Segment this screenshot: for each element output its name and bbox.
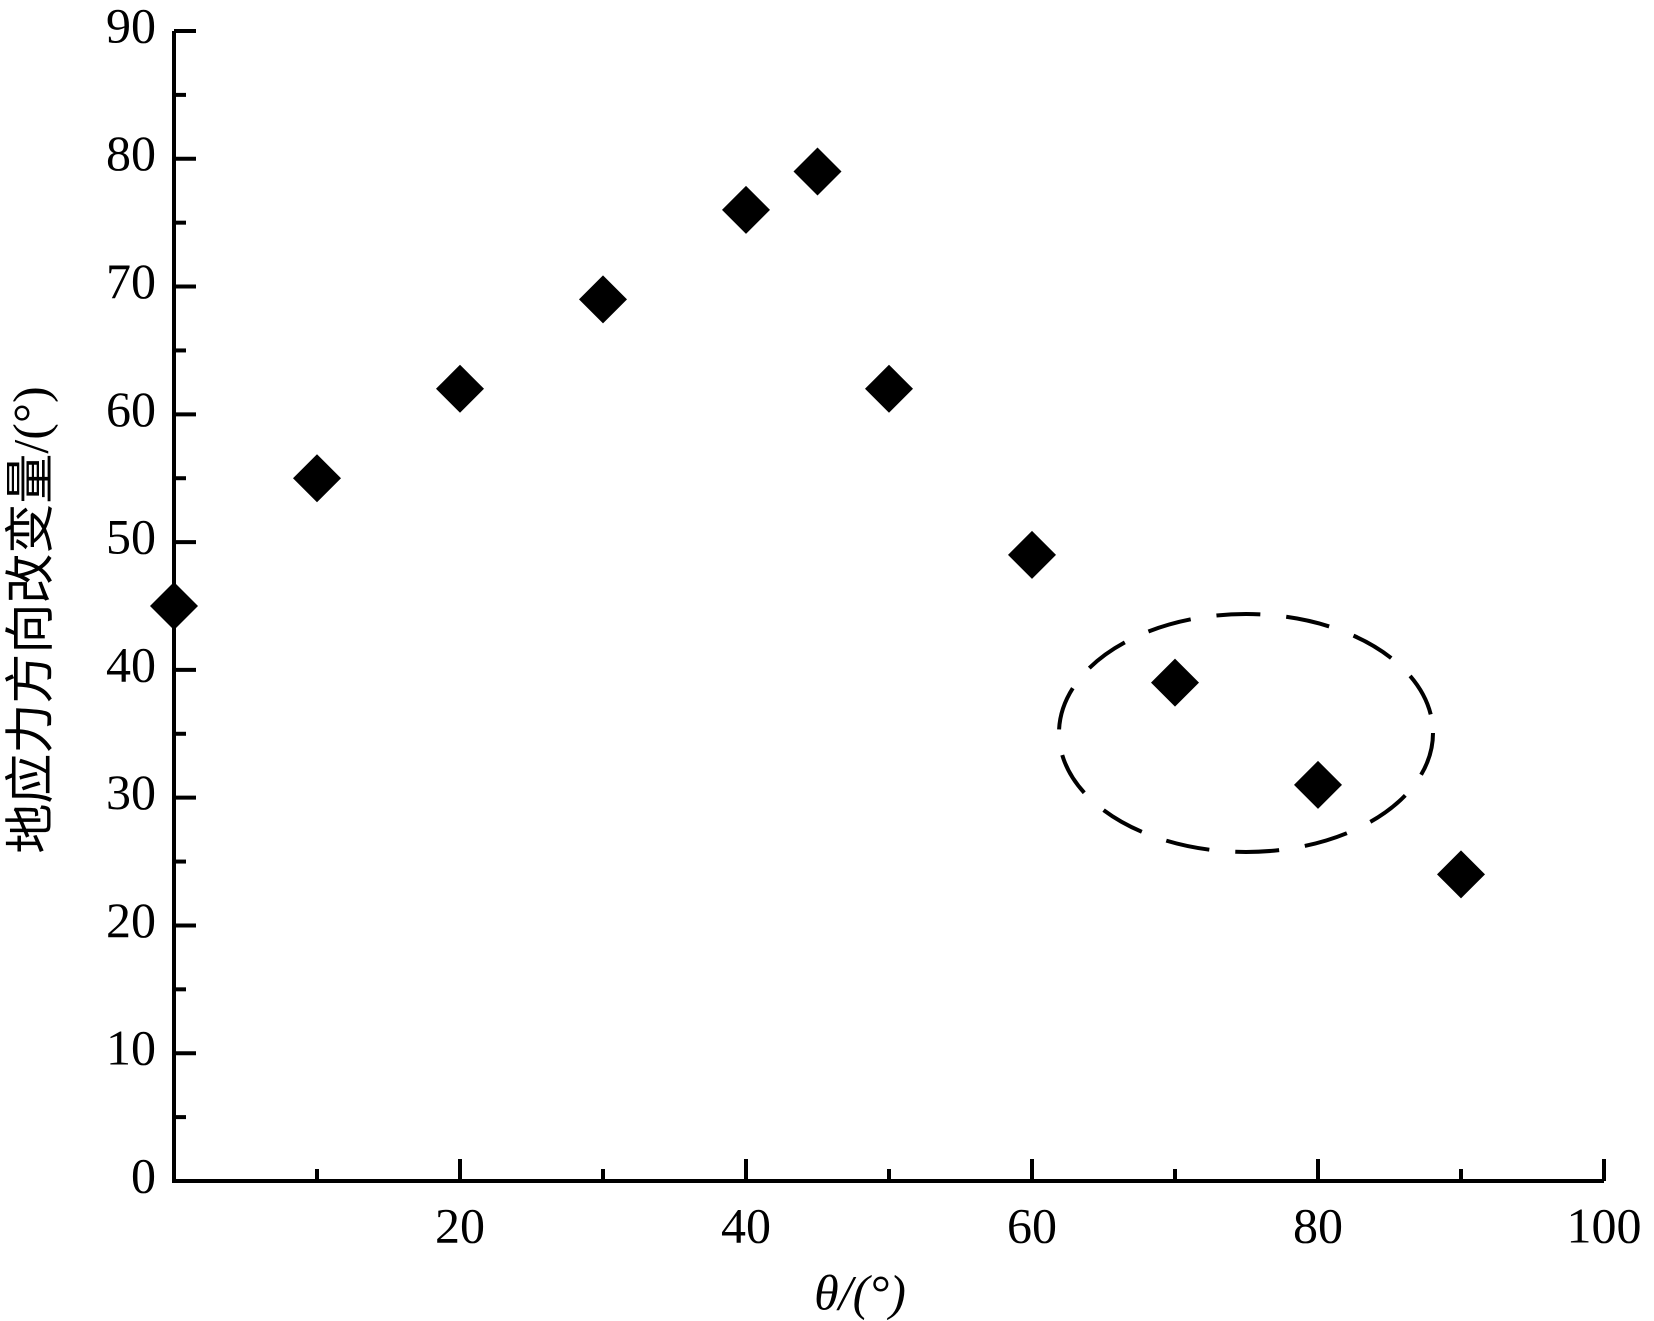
marker <box>722 185 770 234</box>
marker <box>1151 658 1199 707</box>
y-tick-label: 90 <box>106 0 156 53</box>
y-tick-label: 50 <box>106 509 156 565</box>
y-tick-label: 60 <box>106 381 156 437</box>
marker <box>436 364 484 413</box>
marker <box>293 454 341 503</box>
marker <box>865 364 913 413</box>
y-tick-label: 80 <box>106 125 156 181</box>
x-tick-label: 20 <box>435 1197 485 1253</box>
y-axis-label: 地应力方向改变量/(°) <box>2 386 58 853</box>
marker <box>579 275 627 324</box>
x-tick-label: 80 <box>1293 1197 1343 1253</box>
y-tick-label: 40 <box>106 636 156 692</box>
marker <box>1294 760 1342 809</box>
y-tick-label: 30 <box>106 764 156 820</box>
y-tick-label: 20 <box>106 892 156 948</box>
x-tick-label: 100 <box>1567 1197 1642 1253</box>
y-tick-label: 10 <box>106 1020 156 1076</box>
x-axis-label: θ/(°) <box>814 1264 906 1320</box>
marker <box>1008 530 1056 579</box>
marker <box>1437 850 1485 899</box>
x-tick-label: 60 <box>1007 1197 1057 1253</box>
x-tick-label: 40 <box>721 1197 771 1253</box>
marker <box>150 582 198 630</box>
marker <box>793 147 842 196</box>
highlight-ellipse <box>1057 612 1435 854</box>
y-tick-label: 0 <box>131 1147 156 1203</box>
axes <box>172 31 1604 1183</box>
y-tick-label: 70 <box>106 253 156 309</box>
